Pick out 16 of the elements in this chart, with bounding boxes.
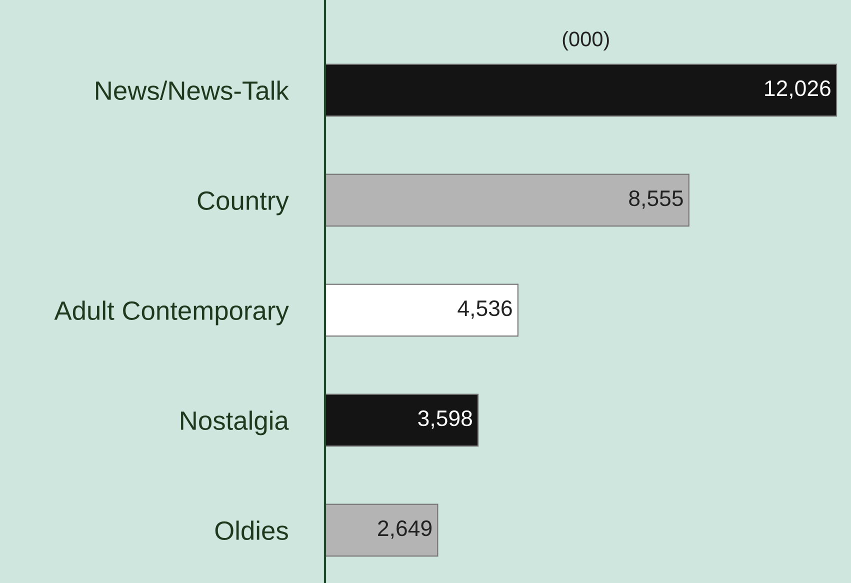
bar	[325, 504, 438, 557]
y-tick-label: Adult Contemporary	[54, 300, 289, 326]
annotation: (000)	[562, 31, 609, 51]
y-tick-label: News/News-Talk	[96, 80, 289, 100]
y-tick-label: Nostalgia	[181, 410, 289, 436]
data-label: 8,555	[629, 190, 683, 209]
y-tick-label: Country	[198, 191, 289, 216]
data-label: 12,026	[765, 80, 830, 99]
bar	[325, 394, 479, 447]
bar	[325, 64, 838, 117]
y-tick-label: Oldies	[215, 520, 288, 540]
data-label: 3,598	[418, 410, 472, 429]
bar	[325, 174, 690, 227]
data-label: 2,649	[378, 520, 432, 539]
bar	[325, 284, 518, 337]
data-label: 4,536	[458, 300, 512, 319]
